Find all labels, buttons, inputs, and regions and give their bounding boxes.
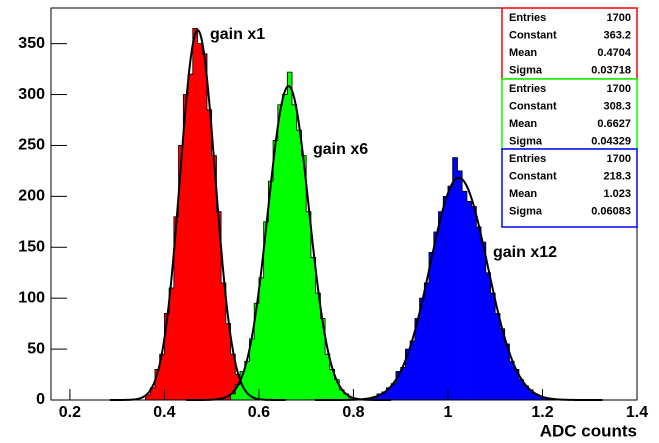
- histogram-bar: [277, 104, 283, 401]
- histogram-bar: [291, 104, 297, 401]
- histogram-bar: [485, 272, 491, 401]
- stats-label: Constant: [509, 29, 557, 41]
- stats-value: 0.06083: [591, 205, 631, 217]
- histogram-bar: [433, 231, 439, 401]
- series-label: gain x12: [493, 244, 557, 261]
- histogram-bar: [509, 361, 515, 401]
- histogram-bar: [324, 353, 331, 401]
- histogram-bar: [296, 129, 302, 401]
- x-tick-label: 0.2: [59, 404, 81, 421]
- stats-label: Constant: [509, 100, 557, 112]
- histogram-bar: [206, 109, 212, 401]
- histogram-bar: [480, 241, 487, 401]
- histogram-bar: [494, 313, 501, 401]
- histogram-bar: [476, 226, 482, 401]
- x-tick-label: 0.8: [342, 404, 364, 421]
- histogram-bar: [452, 157, 458, 401]
- stats-label: Entries: [509, 153, 546, 165]
- stats-label: Sigma: [509, 64, 543, 76]
- fit-curve: [109, 29, 286, 401]
- histogram-bar: [466, 201, 472, 401]
- histogram-bar: [457, 170, 463, 401]
- x-tick-label: 1: [444, 404, 453, 421]
- stats-label: Mean: [509, 118, 537, 130]
- histogram-bar: [315, 292, 321, 401]
- x-tick-label: 1.2: [531, 404, 553, 421]
- stats-value: 1700: [607, 12, 631, 24]
- y-tick-label: 200: [18, 188, 45, 205]
- stats-label: Mean: [509, 47, 537, 59]
- fit-curve: [315, 176, 603, 401]
- histogram-bar: [220, 282, 227, 401]
- histogram-bar: [183, 94, 189, 401]
- histogram-bar: [192, 28, 198, 401]
- stats-value: 363.2: [603, 29, 631, 41]
- stats-value: 1700: [607, 83, 631, 95]
- histogram-bar: [258, 277, 264, 401]
- histogram-bar: [447, 185, 453, 401]
- stats-label: Entries: [509, 83, 546, 95]
- histogram-bar: [409, 340, 416, 401]
- y-tick-label: 300: [18, 86, 45, 103]
- stats-box: [501, 148, 638, 228]
- histogram-bar: [301, 155, 307, 401]
- y-tick-label: 50: [27, 340, 45, 357]
- histogram-bar: [201, 53, 208, 401]
- y-tick-label: 0: [36, 391, 45, 408]
- stats-value: 1.023: [603, 188, 631, 200]
- stats-value: 0.6627: [597, 118, 631, 130]
- y-tick-label: 350: [18, 35, 45, 52]
- histogram-bar: [187, 73, 194, 401]
- x-tick-label: 0.6: [248, 404, 270, 421]
- stats-label: Sigma: [509, 205, 543, 217]
- stats-value: 308.3: [603, 100, 631, 112]
- stats-value: 1700: [607, 153, 631, 165]
- stats-label: Sigma: [509, 135, 543, 147]
- histogram-bar: [400, 367, 406, 401]
- histogram-bar: [438, 211, 444, 401]
- histogram-bar: [461, 191, 468, 401]
- stats-label: Constant: [509, 170, 557, 182]
- y-tick-label: 250: [18, 137, 45, 154]
- stats-label: Mean: [509, 188, 537, 200]
- histogram-bar: [471, 206, 477, 401]
- series-label: gain x6: [313, 141, 368, 158]
- series-label: gain x1: [210, 26, 265, 43]
- histogram-bar: [305, 211, 312, 401]
- histogram-bar: [268, 180, 274, 401]
- histogram-bar: [499, 328, 505, 401]
- histogram-bar: [197, 43, 203, 401]
- stats-value: 0.4704: [597, 47, 632, 59]
- histogram-bar: [168, 287, 175, 401]
- stats-value: 0.03718: [591, 64, 631, 76]
- y-tick-label: 150: [18, 238, 45, 255]
- y-tick-label: 100: [18, 289, 45, 306]
- histogram-bar: [490, 292, 496, 401]
- histogram-bar: [287, 71, 293, 401]
- x-tick-label: 0.4: [153, 404, 175, 421]
- stats-value: 0.04329: [591, 135, 631, 147]
- x-axis-label: ADC counts: [540, 421, 637, 440]
- histogram-bar: [272, 140, 279, 401]
- x-tick-label: 1.4: [626, 404, 648, 421]
- stats-label: Entries: [509, 12, 546, 24]
- histogram-bar: [310, 257, 316, 401]
- stats-value: 218.3: [603, 170, 631, 182]
- stats-box: [501, 78, 638, 150]
- histogram-bar: [282, 94, 288, 401]
- histogram-bar: [428, 252, 435, 401]
- histogram-bar: [442, 196, 449, 401]
- histogram-bar: [424, 282, 430, 401]
